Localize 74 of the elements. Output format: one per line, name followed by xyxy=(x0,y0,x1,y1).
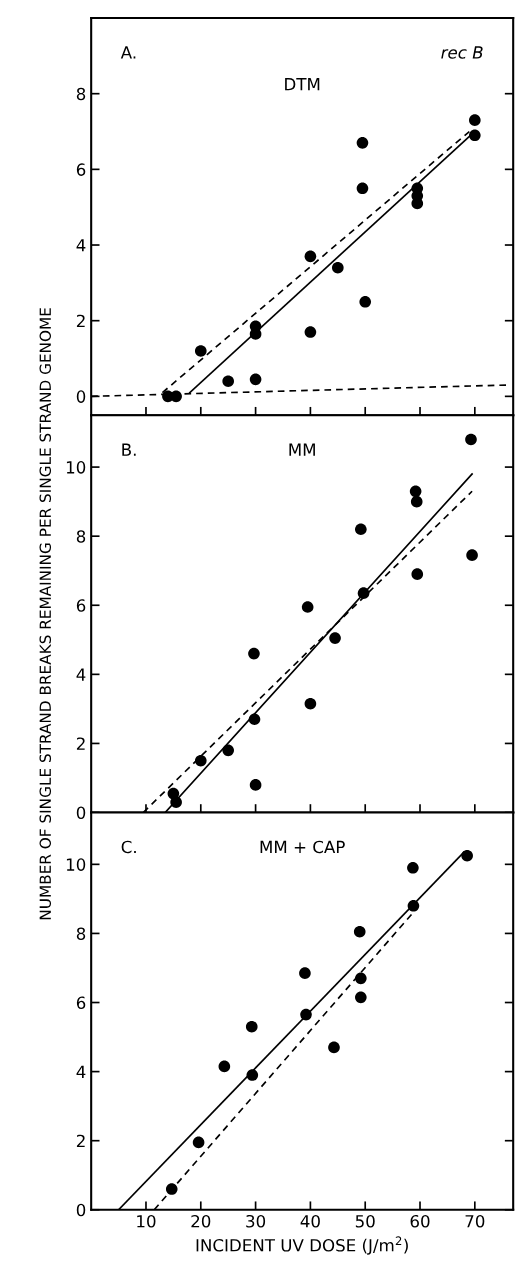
point xyxy=(411,568,424,580)
point xyxy=(192,1136,205,1149)
point xyxy=(304,250,317,263)
point xyxy=(329,632,341,644)
point xyxy=(465,433,477,446)
y-tick-label: 8 xyxy=(76,530,86,543)
y-tick-label: 2 xyxy=(76,314,85,328)
point xyxy=(328,1041,340,1054)
point xyxy=(170,796,182,808)
y-tick-label: 8 xyxy=(76,87,86,101)
point xyxy=(355,523,367,536)
point xyxy=(355,991,367,1004)
point xyxy=(466,549,478,561)
x-tick-label: 30 xyxy=(246,1214,266,1228)
point xyxy=(409,485,422,498)
point xyxy=(300,1008,312,1021)
x-tick-label: 50 xyxy=(355,1214,375,1228)
point xyxy=(249,779,262,791)
point xyxy=(299,967,311,979)
x-tick-label: 20 xyxy=(191,1214,211,1228)
y-tick-label: 8 xyxy=(76,927,86,940)
y-tick-label: 4 xyxy=(76,1065,86,1078)
y-tick-label: 10 xyxy=(66,858,86,871)
y-tick-label: 4 xyxy=(76,668,86,681)
point xyxy=(357,587,370,599)
point xyxy=(410,495,423,508)
point xyxy=(304,326,317,338)
point xyxy=(248,647,260,660)
x-tick-label: 10 xyxy=(137,1214,156,1228)
point xyxy=(218,1060,231,1073)
point xyxy=(194,345,207,357)
y-tick-label: 6 xyxy=(76,599,86,612)
x-axis-title: INCIDENT UV DOSE (J/m$^{2}$) xyxy=(196,1236,408,1255)
point xyxy=(469,114,481,126)
annotation: rec B xyxy=(441,46,483,59)
y-tick-label: 2 xyxy=(76,1134,85,1148)
point xyxy=(353,925,366,938)
point xyxy=(246,1069,259,1081)
annotation: C. xyxy=(121,840,136,854)
x-tick-label: 70 xyxy=(465,1214,485,1228)
point xyxy=(249,373,262,386)
point xyxy=(245,1020,258,1033)
point xyxy=(304,697,317,710)
point xyxy=(165,1183,178,1195)
y-tick-label: 6 xyxy=(76,996,86,1010)
point xyxy=(331,261,344,274)
x-tick-label: 60 xyxy=(410,1214,430,1228)
annotation: DTM xyxy=(285,78,320,91)
y-tick-label: 6 xyxy=(76,163,86,176)
annotation: A. xyxy=(120,46,136,59)
point xyxy=(356,182,369,195)
annotation: B. xyxy=(122,443,136,456)
y-tick-label: 10 xyxy=(66,461,86,474)
point xyxy=(194,754,207,767)
point xyxy=(222,375,234,388)
y-tick-label: 0 xyxy=(76,1203,86,1217)
point xyxy=(222,744,234,757)
point xyxy=(469,129,481,142)
y-tick-label: 0 xyxy=(76,806,86,820)
x-tick-label: 40 xyxy=(300,1214,320,1228)
point xyxy=(407,861,419,874)
annotation: MM xyxy=(289,443,315,456)
point xyxy=(355,972,367,985)
y-tick-label: 4 xyxy=(76,239,86,252)
y-tick-label: 2 xyxy=(76,737,85,750)
point xyxy=(461,849,473,862)
point xyxy=(359,295,372,308)
y-tick-label: 0 xyxy=(76,390,86,403)
annotation: MM + CAP xyxy=(260,840,345,854)
point xyxy=(301,601,314,613)
point xyxy=(248,713,261,726)
point xyxy=(407,899,420,912)
point xyxy=(356,137,369,149)
y-axis-title: NUMBER OF SINGLE STRAND BREAKS REMAINING PER SINGLE STRAND GENOME xyxy=(39,308,52,920)
